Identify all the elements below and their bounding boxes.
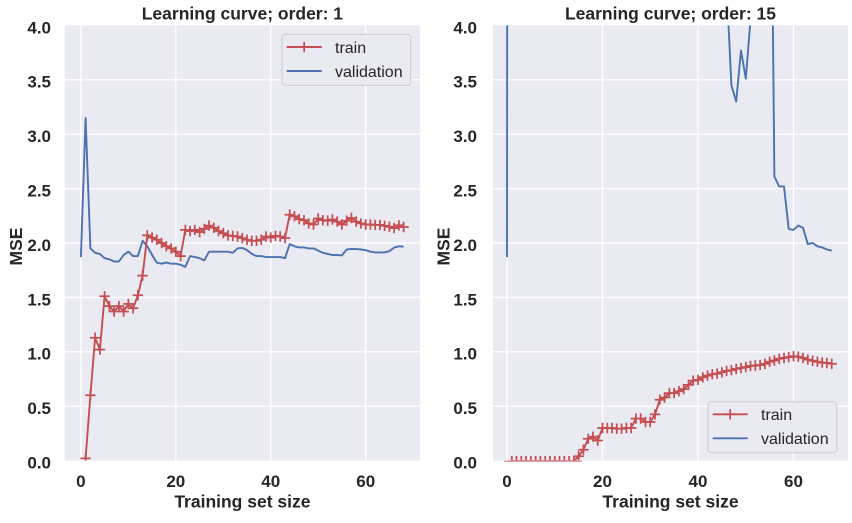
svg-text:60: 60 <box>784 472 803 491</box>
svg-text:3.0: 3.0 <box>27 127 51 146</box>
svg-text:1.5: 1.5 <box>453 290 477 309</box>
svg-text:1.0: 1.0 <box>453 345 477 364</box>
svg-text:20: 20 <box>593 472 612 491</box>
svg-text:0: 0 <box>502 472 511 491</box>
svg-text:60: 60 <box>356 472 375 491</box>
svg-text:40: 40 <box>689 472 708 491</box>
svg-text:40: 40 <box>261 472 280 491</box>
svg-text:0.5: 0.5 <box>453 399 477 418</box>
svg-text:0: 0 <box>76 472 85 491</box>
svg-text:0.5: 0.5 <box>27 399 51 418</box>
svg-text:3.0: 3.0 <box>453 127 477 146</box>
svg-text:2.0: 2.0 <box>453 236 477 255</box>
svg-text:Training set size: Training set size <box>174 492 310 512</box>
svg-text:3.5: 3.5 <box>27 73 51 92</box>
svg-text:4.0: 4.0 <box>27 18 51 37</box>
svg-text:Learning curve; order: 1: Learning curve; order: 1 <box>142 4 344 24</box>
svg-text:3.5: 3.5 <box>453 73 477 92</box>
svg-text:4.0: 4.0 <box>453 18 477 37</box>
svg-text:2.0: 2.0 <box>27 236 51 255</box>
svg-text:20: 20 <box>166 472 185 491</box>
svg-text:validation: validation <box>761 431 829 448</box>
svg-text:2.5: 2.5 <box>27 182 51 201</box>
svg-text:1.0: 1.0 <box>27 345 51 364</box>
svg-text:0.0: 0.0 <box>27 454 51 473</box>
svg-text:train: train <box>335 40 366 57</box>
svg-text:train: train <box>761 407 792 424</box>
svg-text:0.0: 0.0 <box>453 454 477 473</box>
svg-text:MSE: MSE <box>6 228 26 266</box>
svg-text:2.5: 2.5 <box>453 182 477 201</box>
svg-text:validation: validation <box>335 64 403 81</box>
svg-text:Training set size: Training set size <box>602 492 738 512</box>
svg-text:1.5: 1.5 <box>27 290 51 309</box>
svg-text:Learning curve; order: 15: Learning curve; order: 15 <box>565 4 776 24</box>
svg-text:MSE: MSE <box>434 228 454 266</box>
